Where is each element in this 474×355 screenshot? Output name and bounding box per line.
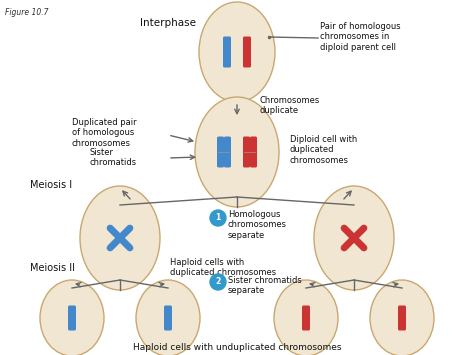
FancyBboxPatch shape bbox=[398, 306, 406, 331]
Ellipse shape bbox=[314, 186, 394, 290]
Circle shape bbox=[210, 274, 226, 290]
Text: Sister
chromatids: Sister chromatids bbox=[90, 148, 137, 168]
Text: Homologous
chromosomes
separate: Homologous chromosomes separate bbox=[228, 210, 287, 240]
Ellipse shape bbox=[40, 280, 104, 355]
FancyBboxPatch shape bbox=[224, 137, 231, 168]
Text: 2: 2 bbox=[215, 278, 220, 286]
Ellipse shape bbox=[274, 280, 338, 355]
Text: Meiosis I: Meiosis I bbox=[30, 180, 72, 190]
FancyBboxPatch shape bbox=[217, 137, 224, 168]
Text: Sister chromatids
separate: Sister chromatids separate bbox=[228, 276, 302, 295]
Text: Chromosomes
duplicate: Chromosomes duplicate bbox=[260, 96, 320, 115]
Text: 1: 1 bbox=[215, 213, 220, 223]
Ellipse shape bbox=[199, 2, 275, 102]
FancyBboxPatch shape bbox=[68, 306, 76, 331]
FancyBboxPatch shape bbox=[243, 37, 251, 67]
Text: Figure 10.7: Figure 10.7 bbox=[5, 8, 48, 17]
Text: Haploid cells with
duplicated chromosomes: Haploid cells with duplicated chromosome… bbox=[170, 258, 276, 277]
Ellipse shape bbox=[195, 97, 279, 207]
FancyBboxPatch shape bbox=[243, 137, 250, 168]
Text: Haploid cells with unduplicated chromosomes: Haploid cells with unduplicated chromoso… bbox=[133, 343, 341, 352]
Ellipse shape bbox=[370, 280, 434, 355]
Ellipse shape bbox=[136, 280, 200, 355]
Text: Meiosis II: Meiosis II bbox=[30, 263, 75, 273]
FancyBboxPatch shape bbox=[250, 137, 257, 168]
FancyBboxPatch shape bbox=[164, 306, 172, 331]
FancyBboxPatch shape bbox=[223, 37, 231, 67]
Circle shape bbox=[210, 210, 226, 226]
FancyBboxPatch shape bbox=[302, 306, 310, 331]
Text: Interphase: Interphase bbox=[140, 18, 196, 28]
Text: Duplicated pair
of homologous
chromosomes: Duplicated pair of homologous chromosome… bbox=[72, 118, 137, 148]
Ellipse shape bbox=[80, 186, 160, 290]
Text: Diploid cell with
duplicated
chromosomes: Diploid cell with duplicated chromosomes bbox=[290, 135, 357, 165]
Text: Pair of homologous
chromosomes in
diploid parent cell: Pair of homologous chromosomes in diploi… bbox=[320, 22, 401, 52]
